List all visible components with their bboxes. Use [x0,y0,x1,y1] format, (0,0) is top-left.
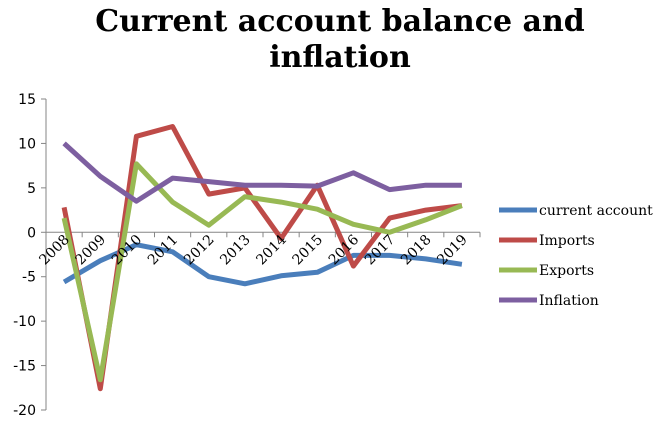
series-line-inflation [62,141,462,204]
legend-label: current account [539,203,653,219]
series-line-current-account [62,242,463,287]
series-layer [61,124,463,392]
y-tick-label: -20 [13,403,36,419]
x-tick-label: 2009 [73,232,110,269]
legend-label: Inflation [539,293,599,309]
y-tick-label: 5 [27,181,36,197]
legend-label: Exports [539,263,594,279]
y-tick-label: 10 [18,136,36,152]
legend: current account Imports Exports Inflation [499,203,653,309]
x-tick-label: 2015 [290,232,327,269]
x-tick-label: 2013 [217,232,254,269]
chart-title: Current account balance and inflation [95,4,585,75]
y-tick-labels: 15 10 5 0 -5 -10 -15 -20 [13,92,36,419]
y-tick-label: -15 [13,359,36,375]
y-tick-label: 0 [27,225,36,241]
series-line-exports [61,161,463,383]
legend-label: Imports [539,233,595,249]
x-tick-label: 2011 [145,232,182,269]
y-tick-label: -5 [22,270,36,286]
series-line-imports [61,124,463,392]
x-tick-label: 2012 [181,232,218,269]
x-tick-label: 2018 [398,232,435,269]
axes [41,98,481,411]
y-tick-label: -10 [13,314,36,330]
y-tick-label: 15 [18,92,36,108]
x-tick-label: 2010 [109,232,146,269]
